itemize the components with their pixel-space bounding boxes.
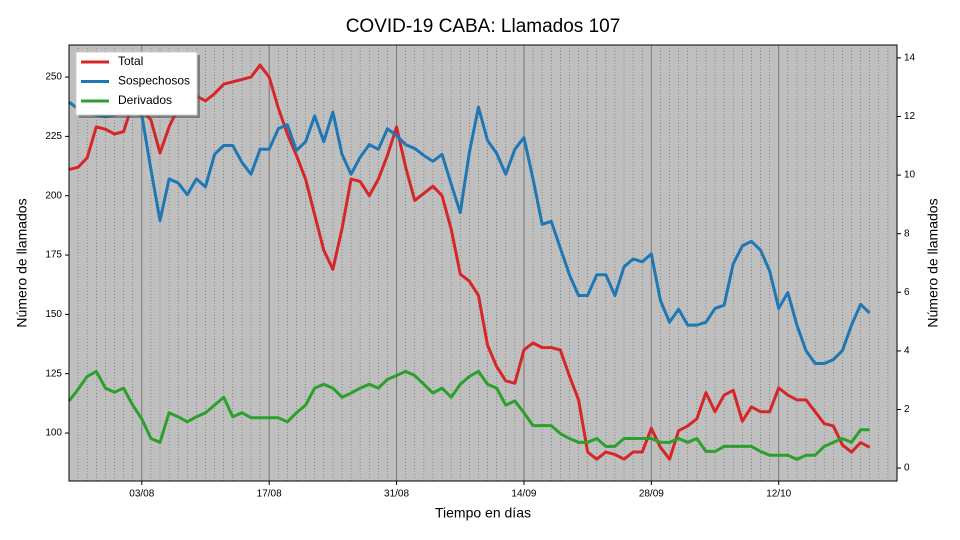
y-tick-label: 175 [45,250,62,261]
y-tick-label: 150 [45,309,62,320]
y-tick-label: 125 [45,368,62,379]
x-tick-label: 28/09 [639,489,664,500]
y-axis-label: Número de llamados [14,198,30,327]
y-tick-label: 200 [45,190,62,201]
chart-title: COVID-19 CABA: Llamados 107 [346,16,621,37]
x-tick-label: 14/09 [511,489,536,500]
series-line [67,369,870,461]
y-tick-label: 225 [45,131,62,142]
series-line [68,100,871,365]
x-axis-label: Tiempo en días [435,505,531,521]
y2-tick-label: 10 [904,170,916,181]
x-tick-label: 17/08 [257,489,282,500]
y-tick-label: 250 [45,72,62,83]
plot-background [69,45,897,481]
y2-tick-label: 14 [904,53,916,64]
y2-tick-label: 0 [904,463,910,474]
y2-axis-label: Número de llamados [925,198,941,327]
x-tick-label: 12/10 [766,489,791,500]
plot-frame [68,44,898,482]
series-line [68,63,871,461]
y2-tick-label: 12 [904,111,916,122]
y2-tick-label: 2 [904,404,910,415]
y-tick-label: 100 [45,428,62,439]
y2-tick-label: 8 [904,228,910,239]
legend-label: Derivados [118,93,172,107]
legend-label: Total [118,54,143,68]
y2-tick-label: 6 [904,287,910,298]
y2-tick-label: 4 [904,346,910,357]
x-tick-label: 31/08 [384,489,409,500]
legend: Total Sospechosos Derivados [75,51,200,118]
x-tick-label: 03/08 [129,489,154,500]
legend-label: Sospechosos [118,74,190,88]
